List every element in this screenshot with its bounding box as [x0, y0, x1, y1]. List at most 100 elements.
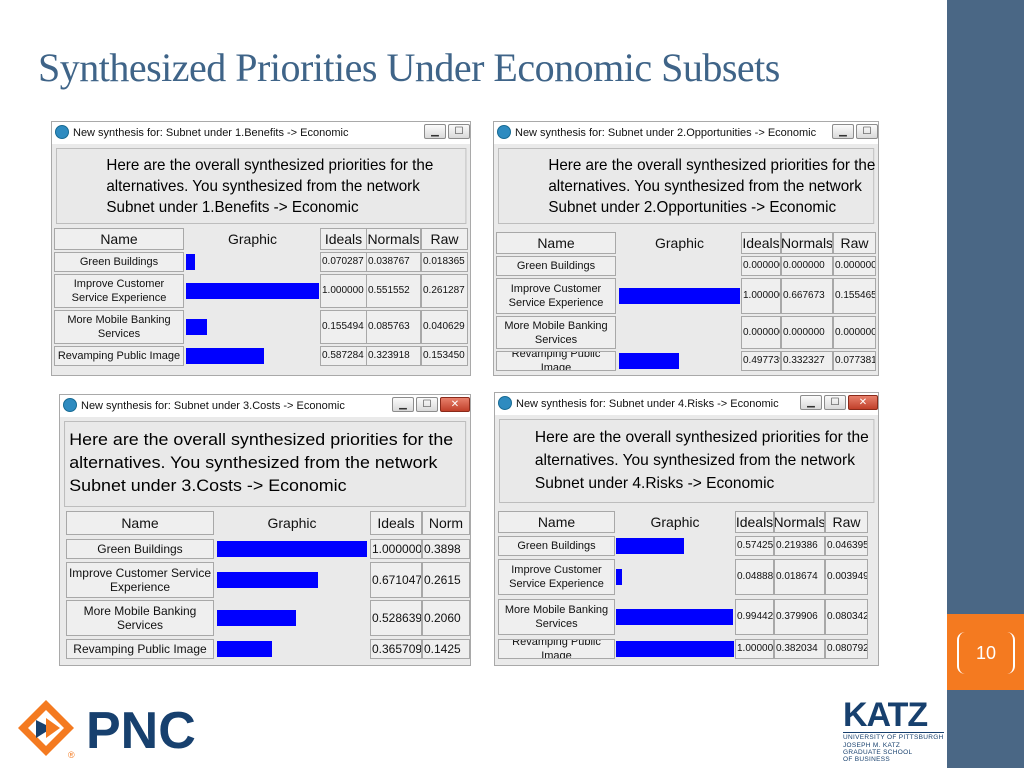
graphic-cell: [217, 639, 367, 659]
slide-title: Synthesized Priorities Under Economic Su…: [38, 45, 780, 90]
message-line: Subnet under 4.Risks -> Economic: [534, 475, 775, 492]
synthesis-message: Here are the overall synthesized priorit…: [56, 148, 466, 224]
graphic-cell: [619, 278, 740, 314]
column-header[interactable]: Name: [66, 511, 214, 535]
graphic-cell: [186, 274, 319, 308]
synthesis-window-3: New synthesis for: Subnet under 3.Costs …: [59, 394, 471, 666]
value-raw: 0.261287: [421, 274, 468, 308]
alternative-name[interactable]: Improve Customer Service Experience: [54, 274, 184, 308]
alternative-name[interactable]: Improve Customer Service Experience: [66, 562, 214, 598]
column-header[interactable]: Graphic: [216, 511, 368, 535]
synthesis-message: Here are the overall synthesized priorit…: [64, 421, 466, 507]
value-raw: 0.080342: [825, 599, 868, 635]
alternative-name[interactable]: Green Buildings: [498, 536, 615, 556]
column-header[interactable]: Ideals: [320, 228, 367, 250]
value-raw: 0.046395: [825, 536, 868, 556]
window-controls: ▁ ☐ ✕: [392, 397, 470, 413]
katz-logo-word: KATZ: [843, 696, 928, 734]
alternative-name[interactable]: Green Buildings: [66, 539, 214, 559]
value-ideals: 1.000000: [370, 539, 422, 559]
alternative-name[interactable]: Improve Customer Service Experience: [498, 559, 615, 595]
alternative-name[interactable]: Green Buildings: [496, 256, 616, 276]
maximize-button[interactable]: ☐: [824, 395, 846, 410]
value-ideals: 1.000000: [320, 274, 367, 308]
graphic-cell: [217, 600, 367, 636]
column-header[interactable]: Raw: [833, 232, 876, 254]
column-header[interactable]: Name: [496, 232, 616, 254]
window-title-bar[interactable]: New synthesis for: Subnet under 1.Benefi…: [52, 122, 470, 144]
value-raw: 0.000000: [833, 256, 876, 276]
column-header[interactable]: Name: [54, 228, 184, 250]
priority-bar: [186, 283, 319, 299]
value-normals: 0.551552: [366, 274, 421, 308]
minimize-button[interactable]: ▁: [392, 397, 414, 412]
value-ideals: 0.528639: [370, 600, 422, 636]
alternative-name[interactable]: More Mobile Banking Services: [496, 316, 616, 349]
alternative-name[interactable]: Revamping Public Image: [498, 639, 615, 659]
value-normals: 0.219386: [774, 536, 825, 556]
message-line: Here are the overall synthesized priorit…: [69, 430, 454, 449]
value-ideals: 0.155494: [320, 310, 367, 344]
minimize-button[interactable]: ▁: [800, 395, 822, 410]
priority-bar: [616, 569, 622, 585]
alternative-name[interactable]: Green Buildings: [54, 252, 184, 272]
minimize-button[interactable]: ▁: [832, 124, 854, 139]
value-ideals: 0.671047: [370, 562, 422, 598]
alternative-name[interactable]: More Mobile Banking Services: [498, 599, 615, 635]
maximize-button[interactable]: ☐: [856, 124, 878, 139]
window-title: New synthesis for: Subnet under 4.Risks …: [516, 398, 779, 410]
column-header[interactable]: Normals: [781, 232, 833, 254]
alternative-name[interactable]: Revamping Public Image: [54, 346, 184, 366]
value-normals: 0.000000: [781, 316, 833, 349]
column-header[interactable]: Ideals: [370, 511, 422, 535]
app-refresh-icon: [498, 396, 512, 411]
alternative-name[interactable]: More Mobile Banking Services: [66, 600, 214, 636]
column-header[interactable]: Normals: [774, 511, 825, 533]
value-ideals: 0.000000: [741, 316, 781, 349]
column-header[interactable]: Name: [498, 511, 615, 533]
value-raw: 0.080792: [825, 639, 868, 659]
alternative-name[interactable]: Revamping Public Image: [66, 639, 214, 659]
value-normals: 0.085763: [366, 310, 421, 344]
app-refresh-icon: [63, 398, 77, 413]
close-button[interactable]: ✕: [440, 397, 470, 412]
value-normals: 0.038767: [366, 252, 421, 272]
alternative-name[interactable]: Improve Customer Service Experience: [496, 278, 616, 314]
priority-bar: [616, 641, 734, 657]
minimize-button[interactable]: ▁: [424, 124, 446, 139]
katz-logo-line-2: JOSEPH M. KATZ: [843, 742, 901, 749]
window-title-bar[interactable]: New synthesis for: Subnet under 4.Risks …: [495, 393, 878, 415]
pnc-logo-text: PNC: [86, 702, 196, 760]
message-line: alternatives. You synthesized from the n…: [534, 452, 855, 469]
priority-bar: [616, 538, 684, 554]
value-ideals: 0.000000: [741, 256, 781, 276]
window-title-bar[interactable]: New synthesis for: Subnet under 2.Opport…: [494, 122, 878, 144]
graphic-cell: [619, 351, 740, 371]
priority-bar: [619, 353, 679, 369]
alternative-name[interactable]: More Mobile Banking Services: [54, 310, 184, 344]
column-header[interactable]: Normals: [366, 228, 421, 250]
value-ideals: 0.048881: [735, 559, 774, 595]
column-header[interactable]: Graphic: [615, 511, 735, 533]
column-header[interactable]: Raw: [421, 228, 468, 250]
column-header[interactable]: Ideals: [741, 232, 781, 254]
column-header[interactable]: Graphic: [185, 228, 320, 250]
value-normals: 0.382034: [774, 639, 825, 659]
column-header[interactable]: Norm: [422, 511, 470, 535]
column-header[interactable]: Raw: [825, 511, 868, 533]
window-title-bar[interactable]: New synthesis for: Subnet under 3.Costs …: [60, 395, 470, 417]
maximize-button[interactable]: ☐: [416, 397, 438, 412]
graphic-cell: [217, 562, 367, 598]
katz-logo-line-3: GRADUATE SCHOOL: [843, 749, 913, 756]
alternative-name[interactable]: Revamping Public Image: [496, 351, 616, 371]
value-raw: 0.155465: [833, 278, 876, 314]
column-header[interactable]: Graphic: [618, 232, 741, 254]
message-line: Here are the overall synthesized priorit…: [534, 429, 869, 446]
message-line: Subnet under 3.Costs -> Economic: [69, 476, 347, 495]
message-line: Here are the overall synthesized priorit…: [106, 157, 434, 174]
maximize-button[interactable]: ☐: [448, 124, 470, 139]
column-header[interactable]: Ideals: [735, 511, 774, 533]
close-button[interactable]: ✕: [848, 395, 878, 410]
graphic-cell: [616, 559, 734, 595]
value-raw: 0.003949: [825, 559, 868, 595]
